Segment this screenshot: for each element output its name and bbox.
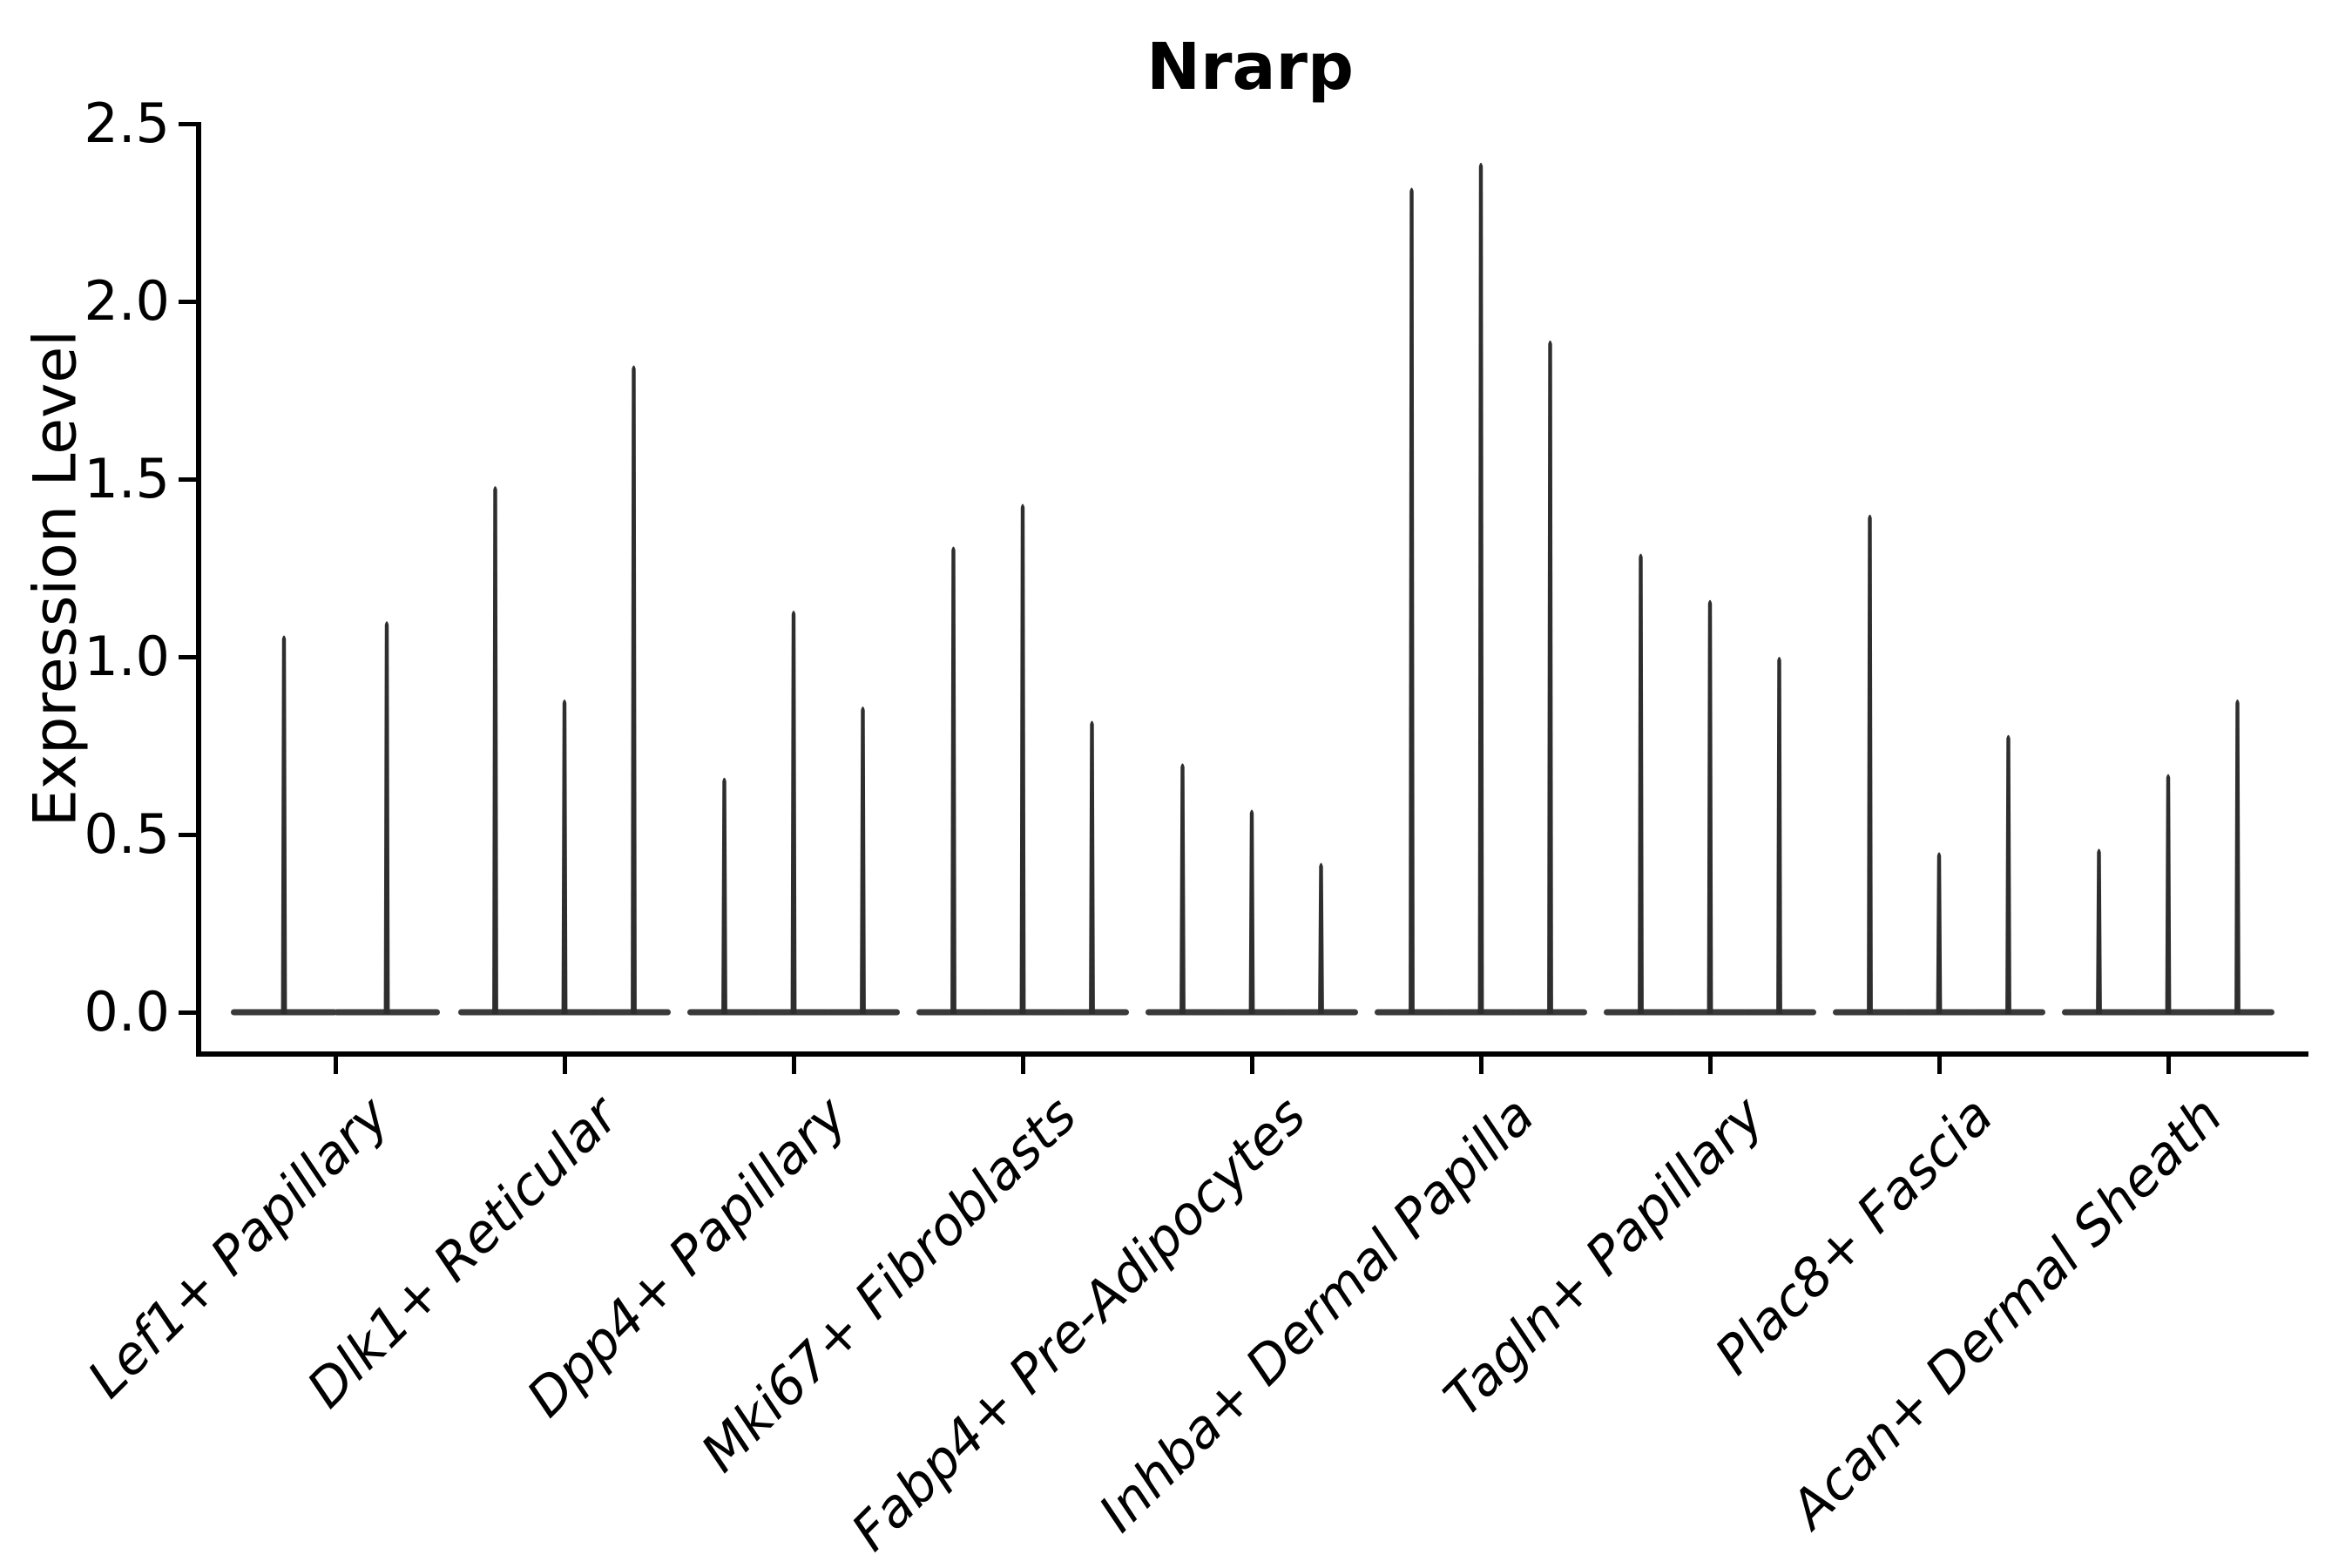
violin-spike [383, 621, 390, 1014]
violin-spike [2234, 699, 2240, 1014]
x-tick-mark [2166, 1057, 2171, 1074]
x-tick-mark [1249, 1057, 1254, 1074]
violin-spike [1638, 553, 1644, 1014]
y-tick-mark [179, 832, 196, 837]
violin-spike [2096, 848, 2102, 1014]
violin-spike [1547, 340, 1553, 1014]
y-tick-label: 1.0 [84, 625, 170, 688]
violin-spike [950, 546, 956, 1014]
y-tick-mark [179, 654, 196, 659]
violin-spike [1019, 504, 1026, 1014]
y-tick-label: 2.5 [84, 91, 170, 155]
y-tick-label: 0.0 [84, 980, 170, 1044]
y-tick-mark [179, 1010, 196, 1015]
y-tick-label: 0.5 [84, 802, 170, 866]
x-axis-spine [196, 1051, 2308, 1057]
violin-spike [2005, 734, 2011, 1014]
violin-spike [1089, 720, 1095, 1014]
y-axis-spine [196, 122, 201, 1057]
violin-spike [1867, 514, 1873, 1014]
violin-spike [280, 635, 287, 1014]
y-tick-label: 2.0 [84, 269, 170, 333]
x-tick-mark [1707, 1057, 1713, 1074]
violin-spike [2165, 774, 2172, 1014]
violin-spike [721, 777, 727, 1014]
violin-spike [1707, 599, 1713, 1014]
violin-spike [1318, 862, 1324, 1014]
x-tick-mark [1020, 1057, 1025, 1074]
violin-spike [1936, 852, 1943, 1014]
x-tick-mark [1936, 1057, 1942, 1074]
x-tick-mark [562, 1057, 567, 1074]
violin-spike [860, 706, 866, 1014]
x-tick-mark [791, 1057, 796, 1074]
violin-spike [561, 699, 568, 1014]
x-tick-mark [333, 1057, 338, 1074]
x-tick-mark [1478, 1057, 1484, 1074]
violin-spike [1776, 657, 1782, 1014]
violin-spike [631, 365, 637, 1014]
violin-spike [492, 486, 498, 1014]
violin-spike [1248, 809, 1255, 1014]
y-tick-mark [179, 121, 196, 126]
violin-spike [1409, 187, 1415, 1014]
y-tick-label: 1.5 [84, 447, 170, 510]
violin-spike [1179, 763, 1186, 1014]
violin-spike [1477, 162, 1484, 1014]
chart-title: Nrarp [1146, 30, 1354, 105]
y-tick-mark [179, 299, 196, 304]
violin-spike [790, 610, 797, 1014]
y-tick-mark [179, 476, 196, 482]
